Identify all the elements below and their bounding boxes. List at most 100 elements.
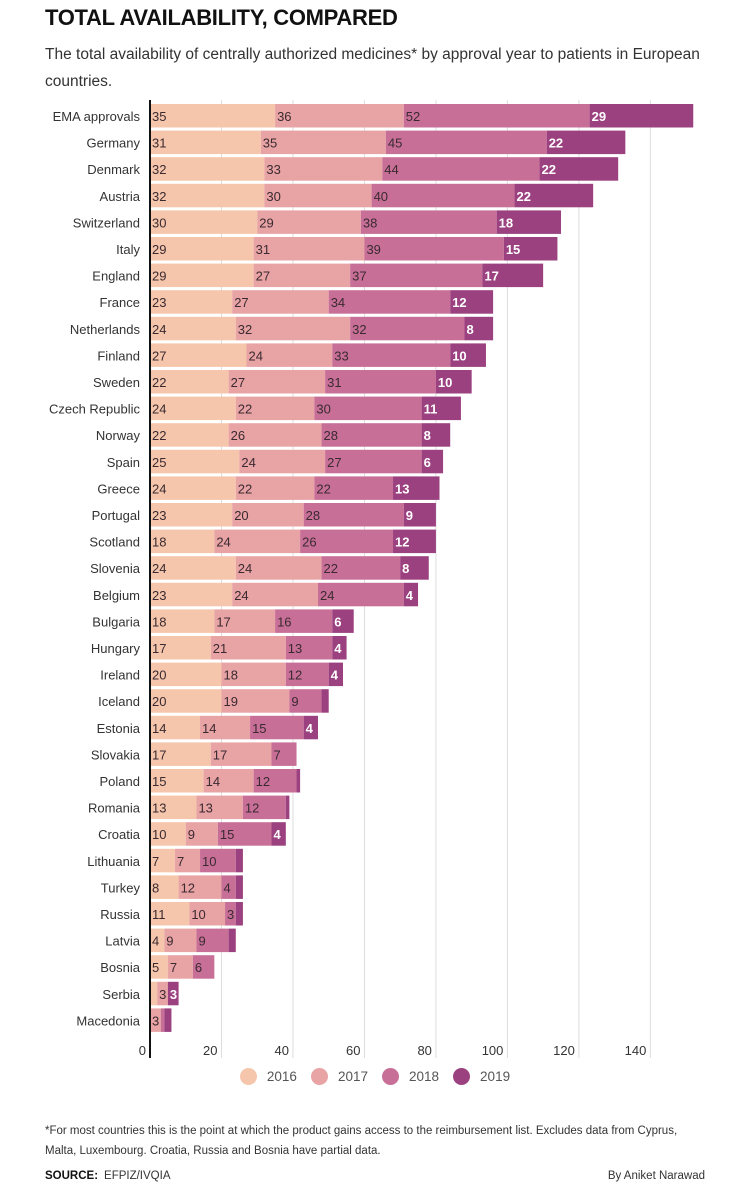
bar-segment-2016 (150, 715, 201, 740)
bar-value-label: 8 (152, 880, 159, 895)
bar-value-label: 4 (331, 668, 339, 683)
bar-segment-2017 (164, 928, 197, 953)
source-label: SOURCE: (45, 1170, 99, 1182)
bar-segment-2016 (150, 343, 247, 367)
category-label: Bosnia (100, 960, 141, 975)
bar-segment-2017 (235, 316, 351, 341)
bar-value-label: 26 (302, 535, 316, 550)
bar-value-label: 29 (592, 109, 606, 124)
bar-value-label: 19 (223, 694, 237, 709)
bar-value-label: 6 (195, 960, 202, 975)
category-label: Scotland (89, 535, 140, 550)
bar-segment-2016 (150, 981, 158, 1006)
bar-value-label: 10 (152, 827, 166, 842)
x-tick-label: 120 (553, 1043, 575, 1058)
bar-segment-2018 (314, 476, 394, 500)
bar-segment-2017 (235, 476, 315, 500)
bar-segment-2018 (371, 183, 515, 208)
bar-value-label: 17 (213, 747, 227, 762)
bar-segment-2016 (150, 795, 197, 820)
bar-segment-2016 (150, 902, 190, 926)
bar-value-label: 24 (152, 561, 166, 576)
legend-label: 2017 (337, 1069, 368, 1084)
bar-segment-2016 (150, 636, 211, 660)
category-label: Czech Republic (49, 402, 141, 417)
bar-segment-2017 (185, 822, 218, 846)
bar-value-label: 31 (256, 242, 270, 257)
bar-segment-2019 (303, 715, 318, 740)
bar-segment-2018 (300, 529, 394, 554)
bar-segment-2016 (150, 928, 165, 953)
bar-row: 32 33 44 22 (150, 157, 619, 181)
bar-segment-2017 (239, 449, 326, 474)
source-value: EFPIZ/IVQIA (104, 1170, 171, 1182)
bar-value-label: 10 (202, 854, 216, 869)
bar-segment-2018 (403, 104, 590, 128)
category-label: Serbia (102, 987, 140, 1002)
bar-segment-2018 (321, 556, 401, 580)
bar-value-label: 18 (499, 215, 513, 230)
bar-value-label: 24 (152, 322, 166, 337)
x-tick-label: 80 (417, 1043, 431, 1058)
bar-segment-2016 (150, 263, 254, 288)
bar-value-label: 20 (152, 694, 166, 709)
bar-value-label: 9 (188, 827, 195, 842)
bar-value-label: 30 (316, 402, 330, 417)
category-label: Croatia (98, 827, 141, 842)
bar-row: 29 27 37 17 (150, 263, 544, 288)
bar-segment-2017 (253, 263, 351, 288)
bar-segment-2018 (289, 689, 322, 713)
bar-value-label: 3 (152, 1013, 159, 1028)
legend-swatch (382, 1068, 399, 1085)
bar-segment-2018 (225, 902, 236, 926)
bar-row: 17 17 7 (150, 742, 297, 766)
category-label: Portugal (92, 508, 141, 523)
bar-row: 23 24 24 4 (150, 582, 419, 607)
x-tick-label: 40 (274, 1043, 288, 1058)
bar-segment-2016 (150, 210, 258, 234)
bar-segment-2019 (328, 662, 343, 687)
bar-value-label: 33 (266, 162, 280, 177)
bar-value-label: 17 (216, 614, 230, 629)
byline: By Aniket Narawad (607, 1170, 705, 1182)
bar-value-label: 10 (438, 375, 452, 390)
bar-value-label: 35 (263, 136, 277, 151)
bar-value-label: 32 (238, 322, 252, 337)
bar-row: 8 12 4 (150, 875, 243, 899)
bar-segment-2017 (157, 981, 168, 1006)
bar-segment-2018 (321, 423, 422, 447)
bar-value-label: 12 (452, 295, 466, 310)
bar-value-label: 14 (202, 721, 216, 736)
category-label: Austria (100, 189, 141, 204)
category-label: Switzerland (73, 215, 140, 230)
bar-value-label: 18 (152, 535, 166, 550)
bar-value-label: 9 (198, 934, 205, 949)
chart-subtitle: The total availability of centrally auth… (45, 46, 700, 90)
bar-value-label: 7 (152, 854, 159, 869)
bar-segment-2017 (150, 1008, 161, 1032)
bar-value-label: 32 (352, 322, 366, 337)
bar-segment-2017 (264, 183, 372, 208)
bar-value-label: 4 (334, 641, 342, 656)
bar-value-label: 17 (152, 747, 166, 762)
x-tick-label: 140 (625, 1043, 647, 1058)
category-label: Spain (107, 455, 140, 470)
bar-row: 35 36 52 29 (150, 104, 694, 128)
bar-row: 20 18 12 4 (150, 662, 343, 687)
category-label: Bulgaria (92, 614, 140, 629)
bar-value-label: 22 (152, 428, 166, 443)
bar-segment-2018 (364, 237, 504, 261)
category-label: Ireland (100, 668, 140, 683)
bar-value-label: 23 (152, 588, 166, 603)
bar-segment-2016 (150, 689, 222, 713)
bar-value-label: 14 (152, 721, 166, 736)
bar-segment-2017 (232, 290, 329, 314)
category-label: Romania (88, 801, 141, 816)
bar-segment-2019 (271, 822, 286, 846)
bar-segment-2018 (217, 822, 272, 846)
bar-value-label: 31 (152, 136, 166, 151)
bar-value-label: 17 (152, 641, 166, 656)
bar-segment-2016 (150, 104, 276, 128)
